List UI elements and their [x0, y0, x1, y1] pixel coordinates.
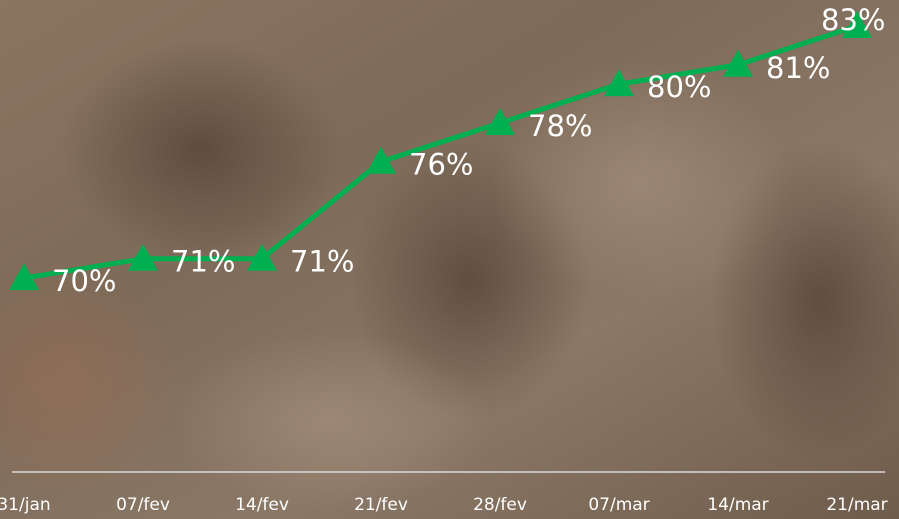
data-label: 70%	[52, 264, 116, 298]
x-tick-label: 07/fev	[116, 495, 170, 515]
data-label: 78%	[528, 109, 592, 143]
data-label: 83%	[821, 3, 885, 37]
background-blob	[170, 330, 490, 510]
data-label: 76%	[409, 148, 473, 182]
data-label: 71%	[290, 245, 354, 279]
x-tick-label: 31/jan	[0, 495, 51, 515]
data-label: 81%	[766, 51, 830, 85]
x-tick-label: 07/mar	[588, 495, 649, 515]
x-tick-label: 14/fev	[235, 495, 289, 515]
data-label: 80%	[647, 70, 711, 104]
x-tick-label: 14/mar	[707, 495, 768, 515]
page: {"chart_data": {"type": "line", "categor…	[0, 0, 899, 519]
x-tick-label: 21/fev	[354, 495, 408, 515]
chart: 31/jan 07/fev 14/fev 21/fev 28/fev 07/mar 14/m…	[0, 0, 899, 519]
x-tick-label: 28/fev	[473, 495, 527, 515]
background-blob	[490, 60, 790, 300]
data-label: 71%	[171, 245, 235, 279]
x-tick-label: 21/mar	[826, 495, 887, 515]
